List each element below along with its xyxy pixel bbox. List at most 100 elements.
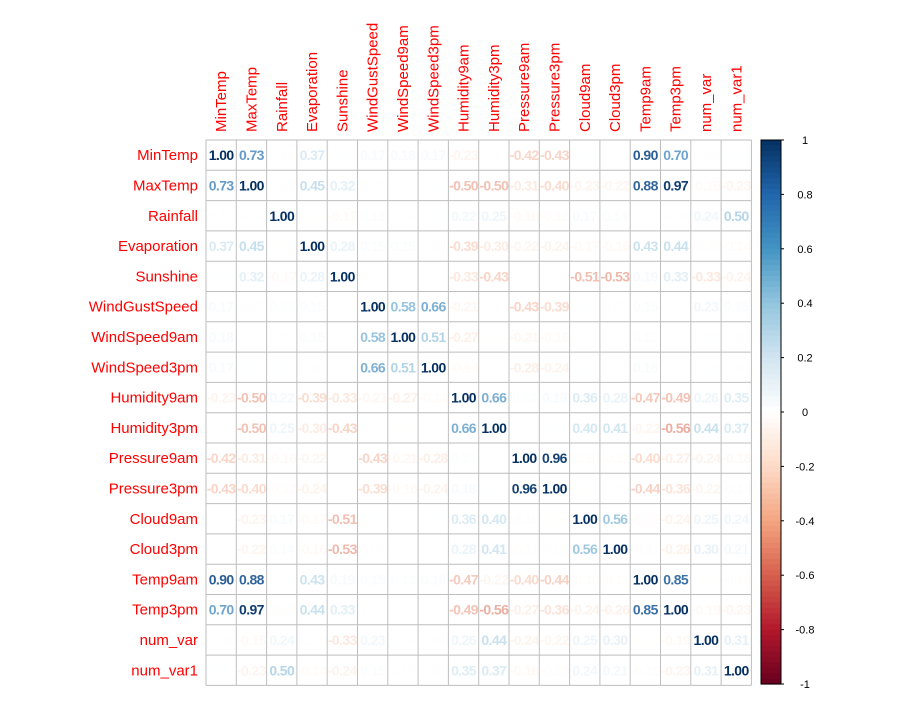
row-label-MinTemp: MinTemp — [137, 147, 198, 164]
cell-value-num_var-WindSpeed9am: 0.09 — [391, 632, 417, 648]
colorbar-segment — [761, 281, 781, 288]
cell-value-Evaporation-Pressure3pm: -0.24 — [540, 238, 570, 254]
colorbar-segment — [761, 640, 781, 647]
colorbar-segment — [761, 553, 781, 560]
cell-value-Temp3pm-MinTemp: 0.70 — [209, 602, 235, 618]
colorbar-segment — [761, 548, 781, 555]
cell-value-WindSpeed9am-MinTemp: 0.18 — [209, 329, 235, 345]
column-label-Cloud9am: Cloud9am — [577, 64, 594, 132]
cell-value-WindSpeed3pm-Evaporation: 0.10 — [300, 359, 326, 375]
colorbar-segment — [761, 205, 781, 212]
cell-value-WindSpeed9am-Cloud3pm: 0.03 — [603, 329, 629, 345]
cell-value-Pressure3pm-Cloud3pm: -0.05 — [601, 480, 631, 496]
cell-value-Humidity3pm-Cloud3pm: 0.41 — [603, 420, 629, 436]
cell-value-num_var1-Pressure3pm: -0.10 — [540, 662, 570, 678]
cell-value-WindGustSpeed-Humidity9am: -0.21 — [449, 299, 479, 315]
cell-value-Pressure3pm-Temp3pm: -0.36 — [661, 480, 691, 496]
cell-value-Cloud3pm-Humidity9am: 0.28 — [451, 541, 477, 557]
cell-value-Pressure9am-Temp9am: -0.40 — [631, 450, 661, 466]
cell-value-Evaporation-Humidity3pm: -0.30 — [479, 238, 509, 254]
colorbar-segment — [761, 150, 781, 157]
cell-value-num_var-num_var: 1.00 — [694, 632, 720, 648]
cell-value-MinTemp-Temp9am: 0.90 — [633, 147, 659, 163]
cell-value-MinTemp-Pressure9am: -0.42 — [510, 147, 540, 163]
cell-value-num_var-WindSpeed3pm: 0.09 — [421, 632, 447, 648]
cell-value-Humidity9am-Sunshine: -0.33 — [328, 390, 358, 406]
cell-value-Evaporation-Rainfall: -0.04 — [267, 238, 297, 254]
cell-value-Temp9am-Evaporation: 0.43 — [300, 571, 326, 587]
cell-value-Sunshine-Humidity9am: -0.33 — [449, 268, 479, 284]
cell-value-Pressure9am-Cloud3pm: -0.11 — [601, 450, 630, 466]
cell-value-Sunshine-Pressure3pm: -0.01 — [540, 268, 570, 284]
cell-value-Cloud9am-WindGustSpeed: 0.06 — [360, 511, 386, 527]
colorbar-segment — [761, 428, 781, 435]
colorbar-segment — [761, 303, 781, 310]
cell-value-MaxTemp-WindGustSpeed: 0.07 — [360, 177, 386, 193]
cell-value-MaxTemp-Humidity3pm: -0.50 — [479, 177, 509, 193]
colorbar-segment — [761, 624, 781, 631]
cell-value-Cloud3pm-WindSpeed9am: 0.03 — [391, 541, 417, 557]
colorbar-tick-label: -0.2 — [796, 461, 815, 473]
cell-value-Temp9am-Humidity3pm: -0.22 — [479, 571, 509, 587]
cell-value-MinTemp-num_var: 0.08 — [694, 147, 720, 163]
cell-value-Temp3pm-num_var1: -0.23 — [722, 602, 752, 618]
cell-value-Rainfall-WindSpeed3pm: 0.06 — [421, 208, 447, 224]
cell-value-WindGustSpeed-Temp3pm: 0.03 — [663, 299, 689, 315]
colorbar-segment — [761, 145, 781, 152]
cell-value-Temp3pm-Evaporation: 0.44 — [300, 602, 326, 618]
cell-value-Temp9am-Cloud9am: -0.12 — [570, 571, 600, 587]
cell-value-num_var1-WindSpeed3pm: 0.08 — [421, 662, 447, 678]
cell-value-Sunshine-Temp9am: 0.19 — [633, 268, 659, 284]
colorbar-segment — [761, 167, 781, 174]
colorbar-segment — [761, 526, 781, 533]
cell-value-Cloud9am-MinTemp: 0.04 — [209, 511, 235, 527]
cell-value-num_var1-Cloud9am: 0.24 — [572, 662, 598, 678]
cell-value-Cloud3pm-Temp3pm: -0.26 — [661, 541, 691, 557]
cell-value-Cloud9am-Rainfall: 0.17 — [269, 511, 295, 527]
row-label-num_var1: num_var1 — [131, 662, 198, 679]
cell-value-Pressure3pm-MinTemp: -0.43 — [207, 480, 237, 496]
cell-value-num_var1-num_var: 0.31 — [694, 662, 720, 678]
colorbar-segment — [761, 613, 781, 620]
row-label-Temp9am: Temp9am — [132, 571, 198, 588]
cell-value-Temp3pm-WindGustSpeed: 0.03 — [360, 602, 386, 618]
cell-value-Pressure3pm-WindSpeed9am: -0.16 — [388, 480, 418, 496]
cell-value-Humidity3pm-Temp3pm: -0.56 — [661, 420, 691, 436]
cell-value-Cloud9am-Evaporation: -0.17 — [298, 511, 328, 527]
colorbar-tick-label: 0.6 — [797, 244, 812, 256]
cell-value-Humidity9am-Temp9am: -0.47 — [631, 390, 661, 406]
cell-value-MaxTemp-WindSpeed3pm: 0.05 — [421, 177, 447, 193]
colorbar-segment — [761, 390, 781, 397]
cell-value-Pressure3pm-Pressure3pm: 1.00 — [542, 480, 568, 496]
row-label-Cloud9am: Cloud9am — [130, 511, 198, 528]
cell-value-Pressure3pm-num_var1: -0.10 — [722, 480, 752, 496]
cell-value-WindSpeed9am-Rainfall: 0.09 — [269, 329, 295, 345]
row-label-num_var: num_var — [140, 632, 198, 649]
column-label-Temp9am: Temp9am — [637, 66, 654, 132]
cell-value-Humidity3pm-num_var: 0.44 — [694, 420, 720, 436]
cell-value-WindGustSpeed-Pressure9am: -0.43 — [510, 299, 540, 315]
cell-value-Pressure3pm-Sunshine: -0.01 — [328, 480, 358, 496]
cell-value-Cloud3pm-num_var: 0.30 — [694, 541, 720, 557]
cell-value-Humidity9am-MinTemp: -0.23 — [207, 390, 237, 406]
cell-value-Sunshine-Temp3pm: 0.33 — [663, 268, 689, 284]
cell-value-Cloud9am-Pressure3pm: -0.04 — [540, 511, 570, 527]
cell-value-WindGustSpeed-Rainfall: 0.13 — [269, 299, 295, 315]
cell-value-WindGustSpeed-MaxTemp: 0.07 — [239, 299, 265, 315]
cell-value-Sunshine-WindSpeed9am: 0.01 — [391, 268, 417, 284]
cell-value-Sunshine-MaxTemp: 0.32 — [239, 268, 265, 284]
cell-value-num_var-Sunshine: -0.33 — [328, 632, 358, 648]
cell-value-num_var1-Evaporation: -0.14 — [298, 662, 328, 678]
cell-value-MaxTemp-Cloud3pm: -0.22 — [601, 177, 631, 193]
cell-value-WindSpeed9am-Humidity9am: -0.27 — [449, 329, 479, 345]
cell-value-num_var1-Temp9am: -0.10 — [631, 662, 661, 678]
colorbar-segment — [761, 678, 781, 685]
colorbar-tick-label: -0.8 — [796, 625, 815, 637]
cell-value-MinTemp-WindSpeed9am: 0.18 — [391, 147, 417, 163]
cell-value-MinTemp-Rainfall: 0.10 — [269, 147, 295, 163]
cell-value-num_var-Cloud9am: 0.25 — [572, 632, 598, 648]
colorbar-tick-label: -0.6 — [796, 570, 815, 582]
cell-value-MaxTemp-MaxTemp: 1.00 — [239, 177, 265, 193]
cell-value-WindGustSpeed-num_var: 0.23 — [694, 299, 720, 315]
